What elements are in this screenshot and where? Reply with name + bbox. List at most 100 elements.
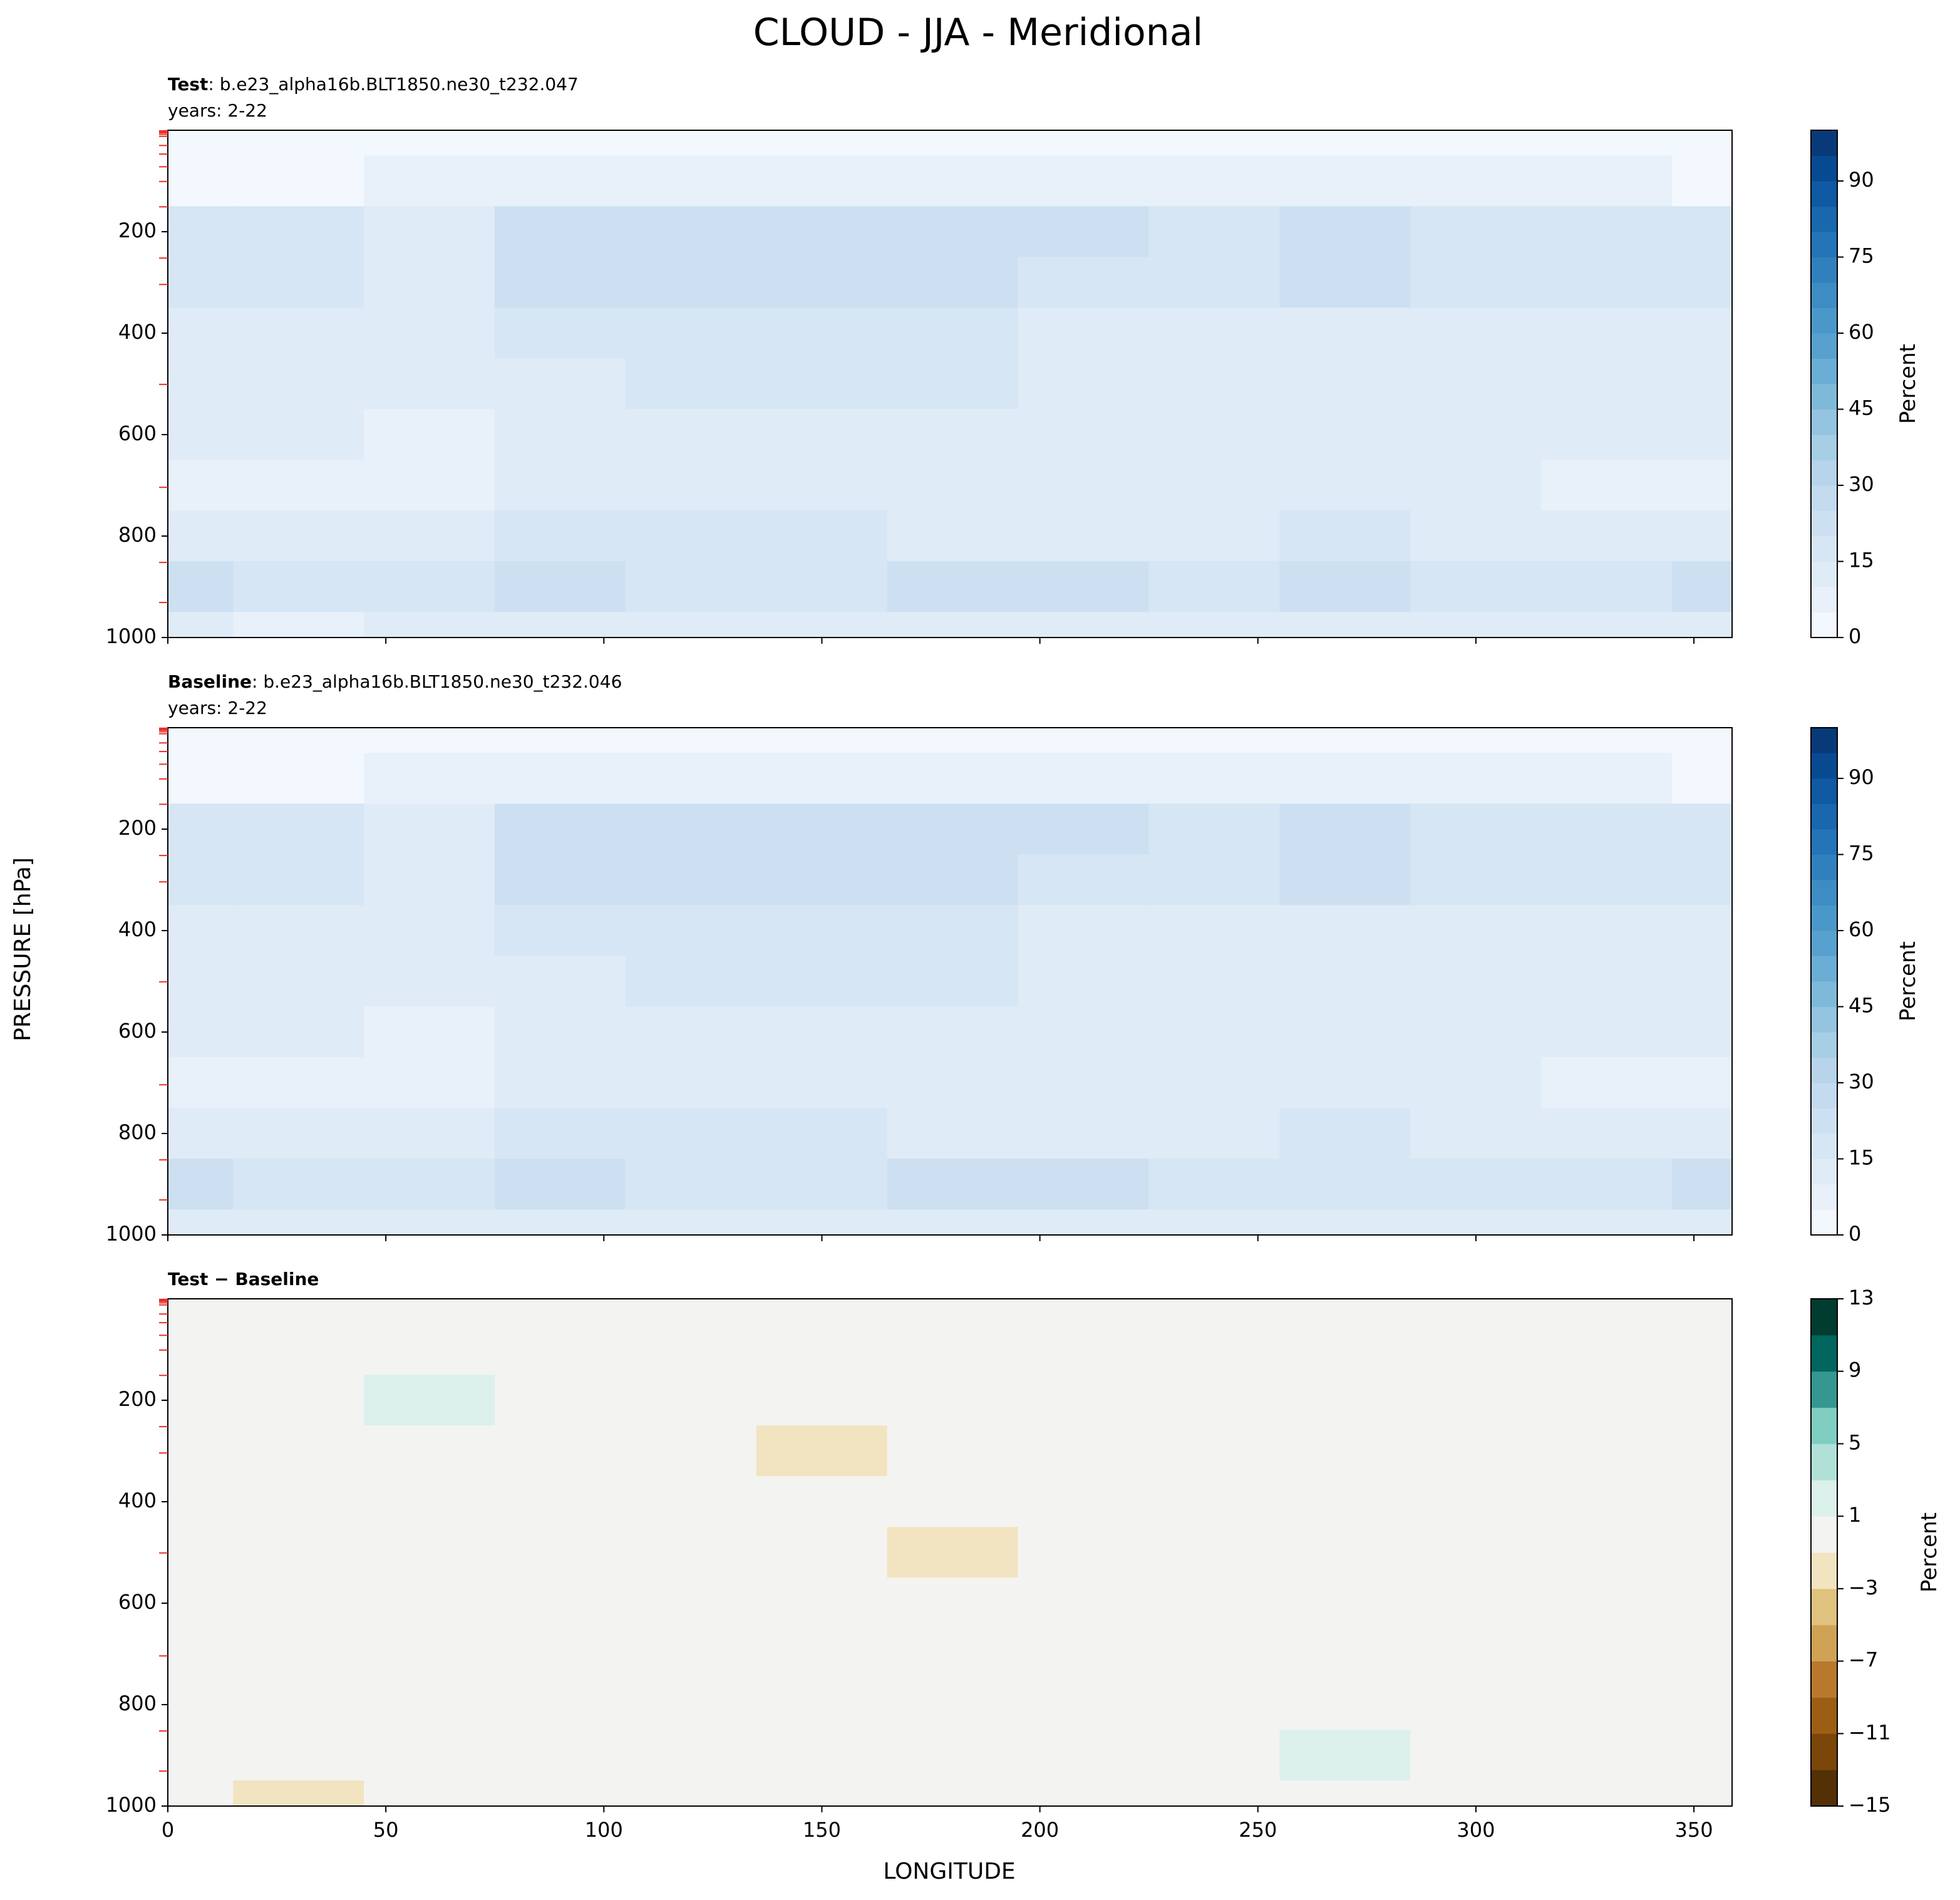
contour-cell xyxy=(887,409,1019,461)
contour-cell xyxy=(1541,1006,1673,1058)
x-axis-label: LONGITUDE xyxy=(883,1859,1015,1884)
contour-cell xyxy=(494,956,626,1008)
contour-cell xyxy=(1148,1159,1281,1211)
contour-cell xyxy=(364,1209,496,1235)
x-tick-label: 250 xyxy=(1239,1818,1277,1842)
contour-cell xyxy=(1672,905,1732,957)
contour-cell xyxy=(233,460,365,512)
colorbar-bin xyxy=(1811,282,1837,308)
contour-cell xyxy=(1148,130,1281,157)
contour-cell xyxy=(1541,1780,1673,1806)
contour-cell xyxy=(887,1159,1019,1211)
contour-cell xyxy=(1148,561,1281,613)
contour-cell xyxy=(494,1159,626,1211)
contour-cell xyxy=(756,1324,888,1376)
contour-cell xyxy=(625,257,757,309)
colorbar-label: Percent xyxy=(1896,941,1921,1021)
contour-cell xyxy=(1672,409,1732,461)
contour-cell xyxy=(1279,155,1411,207)
contour-field xyxy=(168,1299,1732,1806)
colorbar-tick-label: 90 xyxy=(1849,168,1874,192)
contour-cell xyxy=(168,1527,234,1579)
contour-cell xyxy=(625,155,757,207)
contour-cell xyxy=(233,956,365,1008)
colorbar-frame xyxy=(1810,727,1838,1236)
contour-cell xyxy=(494,1527,626,1579)
contour-cell xyxy=(364,1679,496,1731)
contour-cell xyxy=(168,307,234,359)
contour-cell xyxy=(168,1780,234,1806)
contour-cell xyxy=(1279,460,1411,512)
contour-cell xyxy=(1279,561,1411,613)
y-tick-label: 1000 xyxy=(106,624,157,648)
colorbar-bin xyxy=(1811,1588,1837,1626)
contour-cell xyxy=(1541,905,1673,957)
colorbar-tick-label: 45 xyxy=(1849,396,1874,420)
contour-cell xyxy=(1148,753,1281,805)
contour-cell xyxy=(887,561,1019,613)
x-tick-label: 100 xyxy=(585,1818,623,1842)
colorbar-bin xyxy=(1811,1209,1837,1236)
contour-cell xyxy=(887,307,1019,359)
contour-cell xyxy=(625,1324,757,1376)
y-tick-label: 200 xyxy=(118,816,157,840)
contour-cell xyxy=(1279,956,1411,1008)
contour-cell xyxy=(625,1476,757,1528)
contour-cell xyxy=(233,854,365,906)
contour-cell xyxy=(887,905,1019,957)
contour-cell xyxy=(1410,956,1542,1008)
contour-cell xyxy=(756,1628,888,1680)
contour-cell xyxy=(1148,257,1281,309)
colorbar-tick-label: 90 xyxy=(1849,765,1874,789)
contour-cell xyxy=(1279,257,1411,309)
contour-cell xyxy=(1018,206,1150,258)
contour-cell xyxy=(1018,1730,1150,1782)
y-axis-label: PRESSURE [hPa] xyxy=(10,857,36,1041)
contour-cell xyxy=(887,1527,1019,1579)
contour-cell xyxy=(1279,358,1411,410)
contour-cell xyxy=(168,1209,234,1235)
contour-cell xyxy=(1018,1057,1150,1109)
contour-cell xyxy=(1018,956,1150,1008)
contour-cell xyxy=(364,1299,496,1325)
contour-field xyxy=(168,130,1732,638)
contour-cell xyxy=(1672,1730,1732,1782)
x-tick-label: 150 xyxy=(803,1818,841,1842)
contour-cell xyxy=(494,1425,626,1477)
panel-title-case: : b.e23_alpha16b.BLT1850.ne30_t232.047 xyxy=(208,74,578,95)
contour-cell xyxy=(1279,1159,1411,1211)
contour-cell xyxy=(1541,1375,1673,1427)
contour-cell xyxy=(625,1628,757,1680)
contour-cell xyxy=(887,358,1019,410)
contour-cell xyxy=(887,1006,1019,1058)
contour-cell xyxy=(1410,854,1542,906)
colorbar-bin xyxy=(1811,130,1837,156)
contour-cell xyxy=(1541,409,1673,461)
contour-cell xyxy=(364,155,496,207)
contour-cell xyxy=(364,1730,496,1782)
contour-cell xyxy=(233,1299,365,1325)
colorbar-tick-label: 45 xyxy=(1849,994,1874,1018)
contour-cell xyxy=(756,1299,888,1325)
contour-cell xyxy=(887,460,1019,512)
contour-cell xyxy=(494,1577,626,1629)
contour-cell xyxy=(1541,803,1673,855)
contour-cell xyxy=(1279,1209,1411,1235)
contour-cell xyxy=(887,130,1019,157)
contour-cell xyxy=(494,409,626,461)
contour-cell xyxy=(1148,1375,1281,1427)
contour-cell xyxy=(233,612,365,638)
contour-cell xyxy=(756,1159,888,1211)
colorbar-bin xyxy=(1811,1083,1837,1108)
contour-cell xyxy=(887,1780,1019,1806)
contour-cell xyxy=(494,257,626,309)
contour-cell xyxy=(233,1425,365,1477)
contour-cell xyxy=(1018,460,1150,512)
contour-cell xyxy=(364,358,496,410)
contour-cell xyxy=(1541,612,1673,638)
contour-cell xyxy=(1672,1209,1732,1235)
contour-cell xyxy=(756,1006,888,1058)
contour-cell xyxy=(756,561,888,613)
contour-cell xyxy=(168,1299,234,1325)
contour-cell xyxy=(1672,1375,1732,1427)
